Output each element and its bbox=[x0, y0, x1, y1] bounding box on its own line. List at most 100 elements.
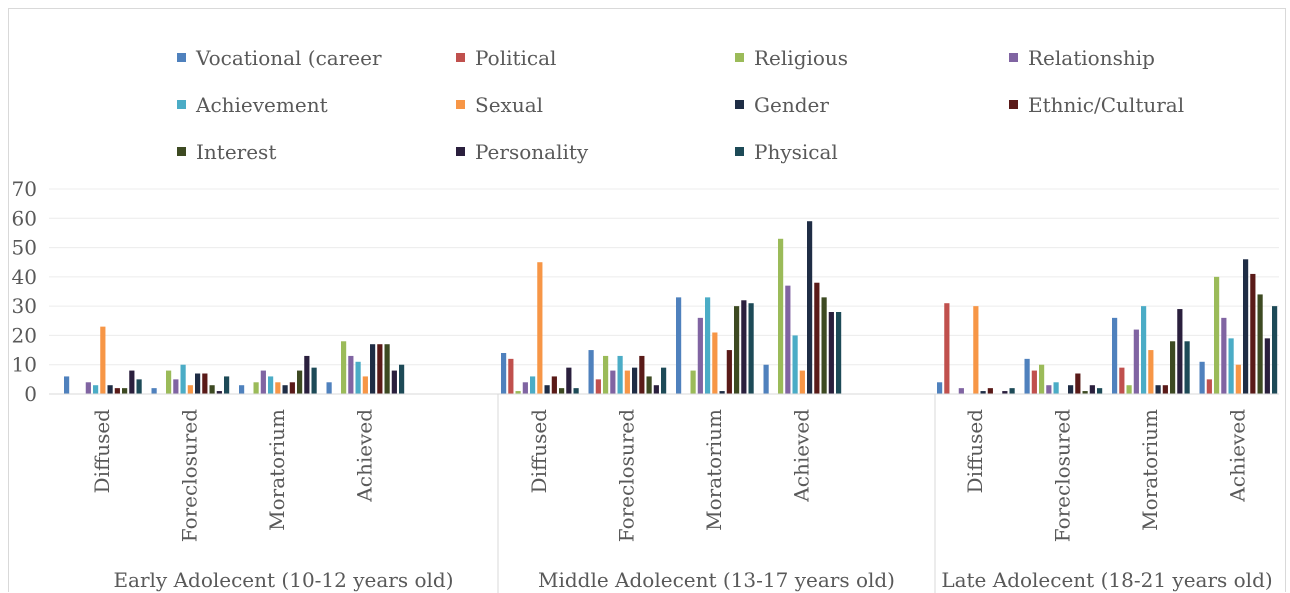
bar bbox=[705, 297, 711, 394]
bar bbox=[980, 391, 986, 394]
bar bbox=[748, 303, 754, 394]
bar bbox=[1024, 358, 1030, 394]
bar bbox=[107, 385, 113, 394]
bar bbox=[173, 379, 179, 394]
group-label: Middle Adolecent (13-17 years old) bbox=[538, 568, 895, 592]
bar bbox=[297, 370, 303, 394]
category-label: Foreclosured bbox=[177, 409, 201, 542]
bar bbox=[937, 382, 943, 394]
bar bbox=[559, 388, 565, 394]
legend-swatch bbox=[177, 53, 186, 62]
bar bbox=[573, 388, 579, 394]
category-label: Diffused bbox=[963, 409, 987, 494]
bar bbox=[151, 388, 157, 394]
bar bbox=[588, 350, 594, 394]
bar bbox=[1141, 306, 1147, 394]
bar bbox=[836, 312, 842, 394]
bar bbox=[1257, 294, 1263, 394]
bar bbox=[1002, 391, 1008, 394]
bar bbox=[129, 370, 135, 394]
y-tick-label: 30 bbox=[12, 294, 37, 318]
bar bbox=[355, 361, 361, 394]
bar bbox=[690, 370, 696, 394]
bar bbox=[610, 370, 616, 394]
bar bbox=[551, 376, 557, 394]
bar bbox=[304, 355, 310, 394]
category-label: Moratorium bbox=[265, 409, 289, 531]
bar bbox=[239, 385, 245, 394]
category-label: Achieved bbox=[1225, 409, 1249, 503]
legend-label: Personality bbox=[475, 140, 589, 164]
bar bbox=[1199, 361, 1205, 394]
legend-swatch bbox=[177, 147, 186, 156]
bar bbox=[646, 376, 652, 394]
bar bbox=[399, 364, 405, 394]
legend-label: Political bbox=[475, 46, 556, 70]
bar bbox=[661, 367, 667, 394]
bar bbox=[348, 355, 354, 394]
category-label: Achieved bbox=[352, 409, 376, 503]
y-tick-label: 70 bbox=[12, 177, 37, 201]
group-label: Late Adolecent (18-21 years old) bbox=[941, 568, 1272, 592]
bar bbox=[93, 385, 99, 394]
legend: Vocational (career Political Religious Rela… bbox=[177, 46, 1184, 164]
bar bbox=[85, 382, 91, 394]
legend-item: Political bbox=[456, 46, 556, 70]
bar bbox=[1228, 338, 1234, 394]
category-label: Diffused bbox=[90, 409, 114, 494]
bars bbox=[64, 221, 1278, 394]
bar bbox=[260, 370, 266, 394]
bar bbox=[1009, 388, 1015, 394]
y-tick-label: 60 bbox=[12, 206, 37, 230]
bar bbox=[1097, 388, 1103, 394]
bar bbox=[1235, 364, 1241, 394]
bar bbox=[289, 382, 295, 394]
bar bbox=[785, 285, 791, 394]
legend-item: Religious bbox=[735, 46, 848, 70]
legend-item: Ethnic/Cultural bbox=[1009, 93, 1184, 117]
bar bbox=[1068, 385, 1074, 394]
bar bbox=[1272, 306, 1278, 394]
bar bbox=[1039, 364, 1045, 394]
legend-label: Vocational (career bbox=[195, 46, 382, 70]
bar bbox=[275, 382, 281, 394]
bar bbox=[617, 355, 623, 394]
bar bbox=[114, 388, 120, 394]
bar bbox=[741, 300, 747, 394]
legend-swatch bbox=[1009, 53, 1018, 62]
y-tick-label: 50 bbox=[12, 236, 37, 260]
gridlines bbox=[49, 188, 1279, 395]
bar bbox=[973, 306, 979, 394]
bar bbox=[508, 358, 514, 394]
bar bbox=[1133, 329, 1139, 394]
legend-item: Physical bbox=[735, 140, 838, 164]
legend-item: Gender bbox=[735, 93, 829, 117]
legend-swatch bbox=[456, 53, 465, 62]
bar bbox=[697, 317, 703, 394]
bar bbox=[1119, 367, 1125, 394]
bar bbox=[734, 306, 740, 394]
bar bbox=[202, 373, 208, 394]
y-tick-label: 40 bbox=[12, 265, 37, 289]
y-tick-label: 0 bbox=[24, 382, 37, 406]
legend-label: Achievement bbox=[195, 93, 328, 117]
bar bbox=[209, 385, 215, 394]
bar bbox=[530, 376, 536, 394]
bar bbox=[224, 376, 230, 394]
bar bbox=[1162, 385, 1168, 394]
bar bbox=[180, 364, 186, 394]
bar bbox=[792, 335, 798, 394]
bar bbox=[64, 376, 70, 394]
bar bbox=[537, 262, 543, 394]
legend-swatch bbox=[1009, 100, 1018, 109]
bar bbox=[1264, 338, 1270, 394]
bar bbox=[719, 391, 725, 394]
bar bbox=[624, 370, 630, 394]
bar bbox=[1221, 317, 1227, 394]
bar bbox=[639, 355, 645, 394]
bar bbox=[136, 379, 142, 394]
legend-item: Relationship bbox=[1009, 46, 1155, 70]
bar bbox=[1214, 276, 1220, 394]
bar bbox=[676, 297, 682, 394]
bar bbox=[1046, 385, 1052, 394]
